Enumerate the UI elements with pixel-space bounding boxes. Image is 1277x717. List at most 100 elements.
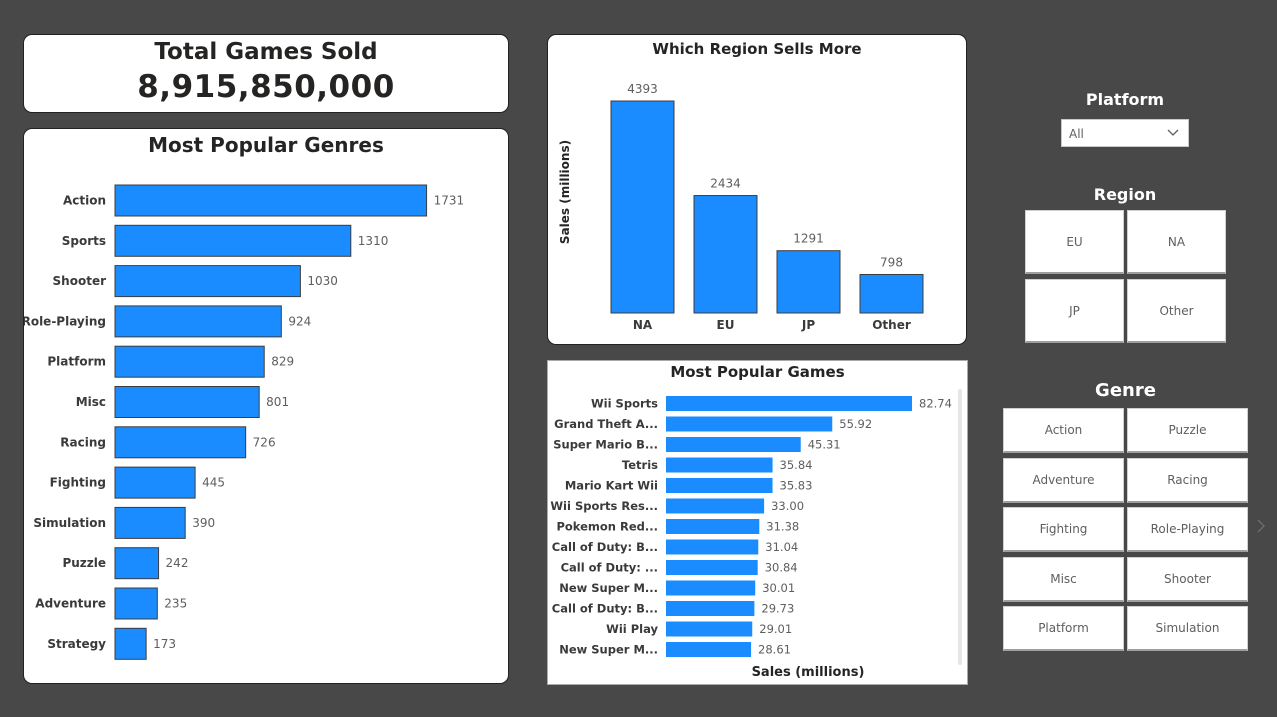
game-bar-super-mario-b-2 <box>666 437 801 452</box>
genres-chart-title: Most Popular Genres <box>148 133 384 157</box>
genres-chart: Action 1731 Sports 1310 Shooter 1030 Role-Play… <box>24 184 464 660</box>
game-bar-tetris-3 <box>666 457 773 473</box>
genres-chart-card: Most Popular Genres Action 1731 Sports 1310… <box>23 128 509 684</box>
platform-selected-value: All <box>1069 127 1084 141</box>
game-axis-label-call-of-duty-b-7: Call of Duty: B... <box>552 540 658 554</box>
genre-axis-label-action-0: Action <box>63 194 106 208</box>
regions-chart-card: Which Region Sells More Sales (millions)… <box>547 34 967 345</box>
game-axis-label-grand-theft-a-1: Grand Theft A... <box>554 417 658 431</box>
game-bar-call-of-duty-b-7 <box>666 539 759 555</box>
region-tile-na[interactable]: NA <box>1127 210 1226 274</box>
game-axis-label-mario-kart-wii-4: Mario Kart Wii <box>565 479 658 493</box>
genre-axis-label-fighting-7: Fighting <box>50 476 106 490</box>
game-value-label-wii-sports-res-5: 33.00 <box>771 499 804 513</box>
game-bar-wii-sports-res-5 <box>666 498 765 514</box>
genre-tile-adventure[interactable]: Adventure <box>1003 458 1124 503</box>
genre-axis-label-role-playing-3: Role-Playing <box>24 314 106 328</box>
game-value-label-pokemon-red-6: 31.38 <box>766 520 799 534</box>
genre-bar-platform-4 <box>114 345 265 378</box>
games-chart-card: Most Popular Games Wii Sports 82.74 Grand … <box>547 360 968 685</box>
game-value-label-call-of-duty-b-10: 29.73 <box>761 602 794 616</box>
games-x-axis-title: Sales (millions) <box>752 665 865 680</box>
regions-chart: Sales (millions) 4393 NA 2434 EU 1291 JP 798 Oth… <box>558 82 924 332</box>
genre-tile-role-playing[interactable]: Role-Playing <box>1127 507 1248 552</box>
game-value-label-super-mario-b-2: 45.31 <box>808 438 841 452</box>
game-bar-wii-sports-0 <box>666 396 912 411</box>
region-tile-jp[interactable]: JP <box>1025 279 1124 343</box>
genre-axis-label-adventure-10: Adventure <box>35 597 106 611</box>
genre-value-label-puzzle-9: 242 <box>166 556 189 570</box>
game-axis-label-new-super-m-12: New Super M... <box>559 643 658 657</box>
kpi-label: Total Games Sold <box>154 39 378 65</box>
game-axis-label-call-of-duty-8: Call of Duty: ... <box>561 561 658 575</box>
genre-tile-platform[interactable]: Platform <box>1003 606 1124 651</box>
genre-bar-adventure-10 <box>114 587 158 620</box>
genre-bar-fighting-7 <box>114 466 196 499</box>
game-bar-wii-play-11 <box>666 621 753 637</box>
game-axis-label-wii-play-11: Wii Play <box>606 622 658 636</box>
regions-y-axis-title: Sales (millions) <box>558 140 572 244</box>
genre-value-label-racing-6: 726 <box>253 435 276 449</box>
game-value-label-tetris-3: 35.84 <box>780 458 813 472</box>
region-axis-label-jp-2: JP <box>801 318 815 332</box>
genre-axis-label-sports-1: Sports <box>62 234 106 248</box>
platform-dropdown[interactable]: All <box>1061 119 1189 147</box>
genre-axis-label-puzzle-9: Puzzle <box>62 556 106 570</box>
genre-tile-racing[interactable]: Racing <box>1127 458 1248 503</box>
region-value-label-other-3: 798 <box>880 255 903 269</box>
region-axis-label-eu-1: EU <box>717 318 735 332</box>
game-value-label-call-of-duty-8: 30.84 <box>765 561 798 575</box>
genre-axis-label-platform-4: Platform <box>47 355 106 369</box>
genre-bar-action-0 <box>114 184 428 217</box>
region-axis-label-other-3: Other <box>872 318 911 332</box>
game-axis-label-wii-sports-0: Wii Sports <box>591 397 658 411</box>
game-value-label-new-super-m-9: 30.01 <box>762 581 795 595</box>
genre-tile-simulation[interactable]: Simulation <box>1127 606 1248 651</box>
game-value-label-wii-sports-0: 82.74 <box>919 397 952 411</box>
genre-axis-label-shooter-2: Shooter <box>53 274 107 288</box>
region-tile-eu[interactable]: EU <box>1025 210 1124 274</box>
game-bar-pokemon-red-6 <box>666 519 760 534</box>
genre-bar-shooter-2 <box>114 265 301 298</box>
game-value-label-grand-theft-a-1: 55.92 <box>839 417 872 431</box>
genre-bar-puzzle-9 <box>114 547 160 580</box>
game-value-label-wii-play-11: 29.01 <box>759 622 792 636</box>
region-bar-eu-1 <box>693 195 758 314</box>
region-value-label-na-0: 4393 <box>627 82 658 96</box>
genre-slicer-title: Genre <box>1095 380 1156 401</box>
game-axis-label-pokemon-red-6: Pokemon Red... <box>556 520 658 534</box>
genre-tile-puzzle[interactable]: Puzzle <box>1127 408 1248 453</box>
genre-axis-label-misc-5: Misc <box>76 395 106 409</box>
game-axis-label-wii-sports-res-5: Wii Sports Res... <box>550 499 658 513</box>
game-value-label-call-of-duty-b-7: 31.04 <box>765 540 798 554</box>
kpi-value: 8,915,850,000 <box>137 69 395 105</box>
chevron-right-icon[interactable] <box>1256 518 1266 538</box>
game-value-label-new-super-m-12: 28.61 <box>758 643 791 657</box>
region-tile-other[interactable]: Other <box>1127 279 1226 343</box>
chevron-down-icon <box>1166 125 1180 142</box>
genre-bar-misc-5 <box>114 386 260 418</box>
genre-tile-fighting[interactable]: Fighting <box>1003 507 1124 552</box>
genre-tile-action[interactable]: Action <box>1003 408 1124 453</box>
genre-value-label-misc-5: 801 <box>266 395 289 409</box>
genre-bar-simulation-8 <box>114 506 186 539</box>
genre-axis-label-simulation-8: Simulation <box>33 516 106 530</box>
game-bar-grand-theft-a-1 <box>666 416 833 432</box>
genre-tile-misc[interactable]: Misc <box>1003 557 1124 602</box>
genre-axis-label-racing-6: Racing <box>60 435 106 449</box>
genre-value-label-fighting-7: 445 <box>202 476 225 490</box>
region-bar-na-0 <box>610 100 675 314</box>
region-bar-jp-2 <box>776 250 841 314</box>
games-chart-scrollbar[interactable] <box>958 389 962 665</box>
genre-value-label-adventure-10: 235 <box>164 597 187 611</box>
game-axis-label-super-mario-b-2: Super Mario B... <box>553 438 658 452</box>
games-chart: Wii Sports 82.74 Grand Theft A... 55.92 Supe… <box>550 396 952 680</box>
total-games-sold-card: Total Games Sold 8,915,850,000 <box>23 34 509 113</box>
region-slicer-title: Region <box>1093 185 1157 204</box>
genre-value-label-strategy-11: 173 <box>153 637 176 651</box>
game-axis-label-tetris-3: Tetris <box>622 458 658 472</box>
platform-slicer-title: Platform <box>1085 90 1165 109</box>
game-bar-new-super-m-12 <box>666 642 752 657</box>
regions-chart-title: Which Region Sells More <box>652 40 862 58</box>
genre-tile-shooter[interactable]: Shooter <box>1127 557 1248 602</box>
